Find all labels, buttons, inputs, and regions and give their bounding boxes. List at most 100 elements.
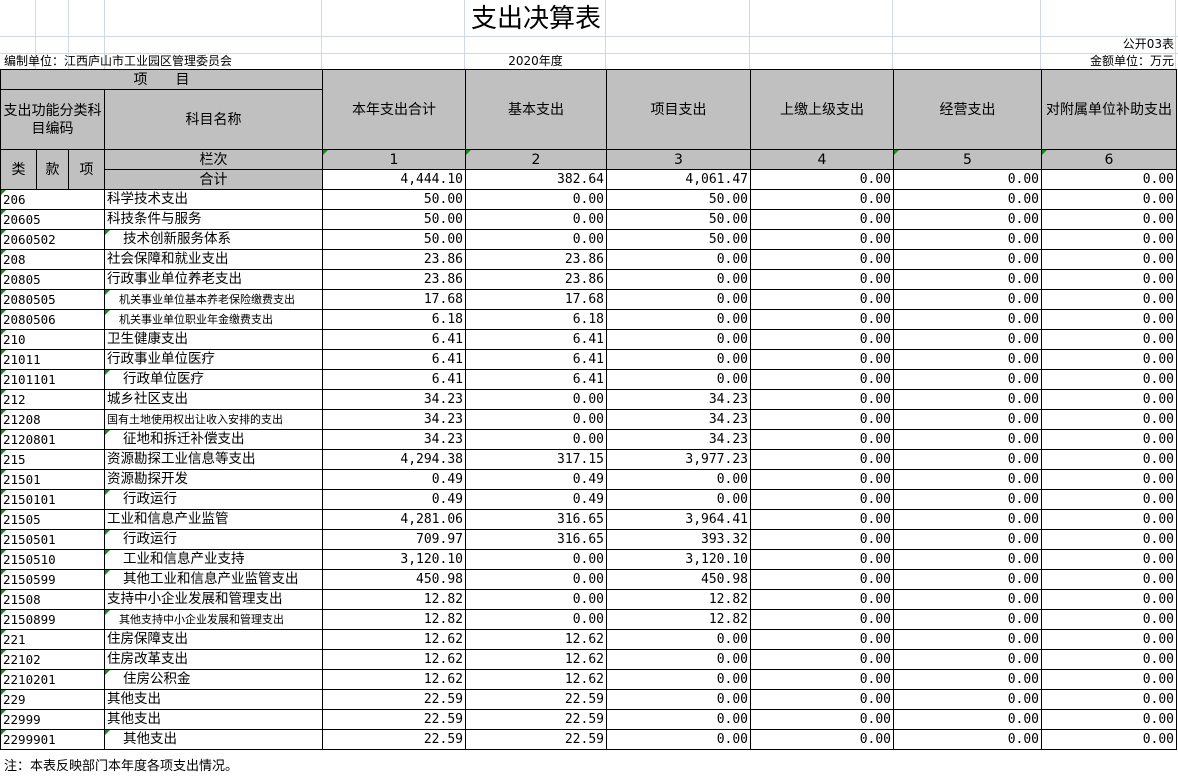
row-code[interactable]: 2120801	[0, 429, 105, 450]
row-value-1[interactable]: 50.00	[322, 229, 466, 250]
row-value-2[interactable]: 316.65	[465, 509, 607, 530]
row-value-5[interactable]: 0.00	[893, 389, 1042, 410]
row-code[interactable]: 21505	[0, 509, 105, 530]
row-name[interactable]: 社会保障和就业支出	[104, 249, 323, 270]
row-value-5[interactable]: 0.00	[893, 249, 1042, 270]
row-value-1[interactable]: 0.49	[322, 469, 466, 490]
row-value-1[interactable]: 23.86	[322, 249, 466, 270]
row-value-1[interactable]: 22.59	[322, 729, 466, 750]
row-value-3[interactable]: 0.00	[606, 269, 751, 290]
row-value-5[interactable]: 0.00	[893, 589, 1042, 610]
row-code[interactable]: 215	[0, 449, 105, 470]
row-value-6[interactable]: 0.00	[1041, 649, 1177, 670]
row-value-3[interactable]: 0.00	[606, 249, 751, 270]
row-value-2[interactable]: 23.86	[465, 269, 607, 290]
row-value-4[interactable]: 0.00	[750, 409, 894, 430]
row-value-5[interactable]: 0.00	[893, 669, 1042, 690]
row-value-1[interactable]: 34.23	[322, 389, 466, 410]
row-value-2[interactable]: 6.41	[465, 369, 607, 390]
row-value-5[interactable]: 0.00	[893, 289, 1042, 310]
row-value-3[interactable]: 450.98	[606, 569, 751, 590]
row-value-3[interactable]: 0.00	[606, 309, 751, 330]
row-code[interactable]: 2060502	[0, 229, 105, 250]
row-value-4[interactable]: 0.00	[750, 689, 894, 710]
row-value-1[interactable]: 12.62	[322, 649, 466, 670]
row-name[interactable]: 城乡社区支出	[104, 389, 323, 410]
row-value-5[interactable]: 0.00	[893, 569, 1042, 590]
row-value-1[interactable]: 4,281.06	[322, 509, 466, 530]
row-value-3[interactable]: 12.82	[606, 609, 751, 630]
row-code[interactable]: 2150501	[0, 529, 105, 550]
row-value-6[interactable]: 0.00	[1041, 609, 1177, 630]
total-value-1[interactable]: 4,444.10	[322, 169, 466, 190]
row-value-3[interactable]: 34.23	[606, 389, 751, 410]
row-code[interactable]: 208	[0, 249, 105, 270]
row-value-6[interactable]: 0.00	[1041, 349, 1177, 370]
row-value-3[interactable]: 0.00	[606, 329, 751, 350]
row-value-3[interactable]: 0.00	[606, 689, 751, 710]
row-value-4[interactable]: 0.00	[750, 509, 894, 530]
total-value-2[interactable]: 382.64	[465, 169, 607, 190]
row-value-6[interactable]: 0.00	[1041, 689, 1177, 710]
row-value-1[interactable]: 34.23	[322, 429, 466, 450]
row-code[interactable]: 22999	[0, 709, 105, 730]
row-value-6[interactable]: 0.00	[1041, 409, 1177, 430]
row-value-1[interactable]: 6.41	[322, 369, 466, 390]
row-value-2[interactable]: 0.00	[465, 609, 607, 630]
row-code[interactable]: 21501	[0, 469, 105, 490]
row-value-5[interactable]: 0.00	[893, 189, 1042, 210]
row-value-3[interactable]: 0.00	[606, 489, 751, 510]
row-value-4[interactable]: 0.00	[750, 369, 894, 390]
row-value-6[interactable]: 0.00	[1041, 669, 1177, 690]
row-value-5[interactable]: 0.00	[893, 709, 1042, 730]
row-code[interactable]: 2150510	[0, 549, 105, 570]
row-value-3[interactable]: 0.00	[606, 349, 751, 370]
row-name[interactable]: 其他工业和信息产业监管支出	[104, 569, 323, 590]
row-name[interactable]: 其他支持中小企业发展和管理支出	[104, 609, 323, 630]
row-value-3[interactable]: 0.00	[606, 649, 751, 670]
row-code[interactable]: 2299901	[0, 729, 105, 750]
row-value-1[interactable]: 12.82	[322, 589, 466, 610]
row-value-4[interactable]: 0.00	[750, 349, 894, 370]
row-value-2[interactable]: 0.00	[465, 569, 607, 590]
row-name[interactable]: 行政单位医疗	[104, 369, 323, 390]
row-code[interactable]: 2150599	[0, 569, 105, 590]
row-value-3[interactable]: 3,977.23	[606, 449, 751, 470]
row-value-5[interactable]: 0.00	[893, 529, 1042, 550]
row-value-2[interactable]: 0.00	[465, 589, 607, 610]
row-value-6[interactable]: 0.00	[1041, 389, 1177, 410]
row-value-3[interactable]: 0.00	[606, 729, 751, 750]
row-code[interactable]: 221	[0, 629, 105, 650]
row-value-2[interactable]: 6.41	[465, 329, 607, 350]
row-value-1[interactable]: 50.00	[322, 189, 466, 210]
row-value-6[interactable]: 0.00	[1041, 629, 1177, 650]
row-value-5[interactable]: 0.00	[893, 209, 1042, 230]
row-value-4[interactable]: 0.00	[750, 229, 894, 250]
row-value-6[interactable]: 0.00	[1041, 489, 1177, 510]
row-value-6[interactable]: 0.00	[1041, 429, 1177, 450]
row-name[interactable]: 行政事业单位养老支出	[104, 269, 323, 290]
row-value-4[interactable]: 0.00	[750, 609, 894, 630]
row-value-2[interactable]: 316.65	[465, 529, 607, 550]
row-code[interactable]: 21011	[0, 349, 105, 370]
total-value-4[interactable]: 0.00	[750, 169, 894, 190]
row-value-1[interactable]: 22.59	[322, 709, 466, 730]
row-value-2[interactable]: 0.00	[465, 389, 607, 410]
row-value-4[interactable]: 0.00	[750, 309, 894, 330]
row-value-3[interactable]: 0.00	[606, 289, 751, 310]
row-value-4[interactable]: 0.00	[750, 649, 894, 670]
row-value-3[interactable]: 34.23	[606, 409, 751, 430]
row-value-6[interactable]: 0.00	[1041, 709, 1177, 730]
row-name[interactable]: 支持中小企业发展和管理支出	[104, 589, 323, 610]
row-value-6[interactable]: 0.00	[1041, 269, 1177, 290]
row-value-1[interactable]: 12.82	[322, 609, 466, 630]
row-value-5[interactable]: 0.00	[893, 309, 1042, 330]
row-value-1[interactable]: 34.23	[322, 409, 466, 430]
row-value-2[interactable]: 6.41	[465, 349, 607, 370]
row-value-3[interactable]: 3,120.10	[606, 549, 751, 570]
row-value-5[interactable]: 0.00	[893, 729, 1042, 750]
row-value-5[interactable]: 0.00	[893, 349, 1042, 370]
row-value-5[interactable]: 0.00	[893, 509, 1042, 530]
row-value-5[interactable]: 0.00	[893, 369, 1042, 390]
row-value-1[interactable]: 450.98	[322, 569, 466, 590]
